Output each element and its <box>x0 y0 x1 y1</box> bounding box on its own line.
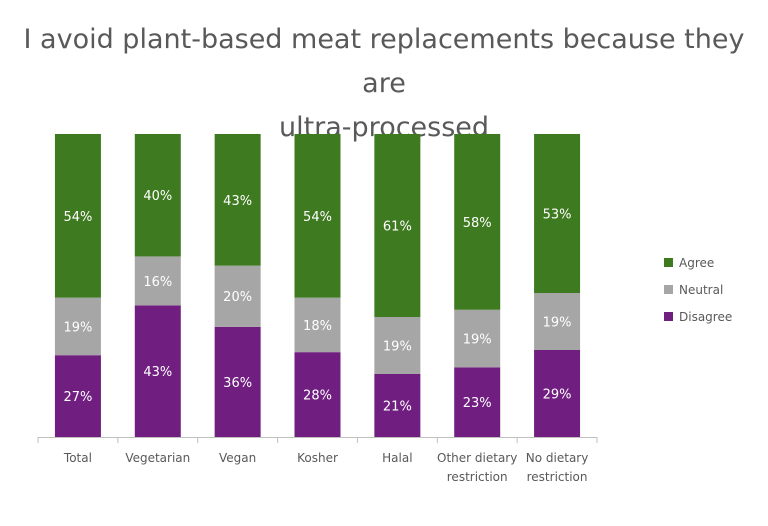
data-label-disagree-6: 23% <box>463 396 492 411</box>
legend-item-agree: Agree <box>664 249 732 276</box>
chart-title-line-1: I avoid plant-based meat replacements be… <box>23 24 745 99</box>
x-tick-label-4: Kosher <box>297 451 338 465</box>
legend-label-agree: Agree <box>679 255 715 270</box>
bar-neutral-4 <box>294 297 341 353</box>
data-label-neutral-7: 19% <box>543 316 572 331</box>
data-label-disagree-4: 28% <box>303 389 332 404</box>
data-label-agree-5: 61% <box>383 220 412 235</box>
data-label-disagree-1: 27% <box>63 390 92 405</box>
bar-agree-4 <box>294 134 341 298</box>
data-label-disagree-2: 43% <box>143 365 172 380</box>
bar-agree-1 <box>54 134 101 298</box>
x-tick-label-3: Vegan <box>219 451 256 465</box>
data-label-neutral-2: 16% <box>143 275 172 290</box>
legend-swatch-neutral <box>664 285 673 294</box>
data-label-disagree-7: 29% <box>543 388 572 403</box>
x-tick-label-6-line-1: Other dietary <box>437 451 517 465</box>
data-label-agree-3: 43% <box>223 194 252 209</box>
data-label-agree-2: 40% <box>143 189 172 204</box>
data-label-disagree-3: 36% <box>223 376 252 391</box>
bar-disagree-3 <box>214 326 261 437</box>
chart-title: I avoid plant-based meat replacements be… <box>0 18 768 150</box>
bar-agree-2 <box>134 134 181 257</box>
legend-swatch-disagree <box>664 312 673 321</box>
legend-label-disagree: Disagree <box>679 309 733 324</box>
bar-neutral-7 <box>534 293 581 350</box>
data-label-neutral-5: 19% <box>383 340 412 355</box>
bar-agree-5 <box>374 134 421 317</box>
data-label-neutral-4: 18% <box>303 319 332 334</box>
x-tick-label-7-line-2: restriction <box>527 470 588 484</box>
bar-disagree-1 <box>54 355 101 437</box>
bar-agree-3 <box>214 134 261 266</box>
data-label-disagree-5: 21% <box>383 400 412 415</box>
bar-agree-7 <box>534 134 581 293</box>
bar-neutral-1 <box>54 297 101 356</box>
legend-item-neutral: Neutral <box>664 276 732 303</box>
data-label-neutral-3: 20% <box>223 290 252 305</box>
data-label-agree-6: 58% <box>463 216 492 231</box>
bar-neutral-5 <box>374 317 421 374</box>
data-label-neutral-6: 19% <box>463 333 492 348</box>
data-label-agree-7: 53% <box>543 208 572 223</box>
bar-neutral-3 <box>214 265 261 327</box>
legend-swatch-agree <box>664 258 673 267</box>
x-tick-label-5: Halal <box>382 451 412 465</box>
data-label-agree-1: 54% <box>63 210 92 225</box>
bar-neutral-2 <box>134 256 181 306</box>
legend-item-disagree: Disagree <box>664 303 732 330</box>
data-label-neutral-1: 19% <box>63 320 92 335</box>
x-tick-label-1: Total <box>63 451 92 465</box>
x-tick-label-7-line-1: No dietary <box>526 451 589 465</box>
bar-disagree-2 <box>134 305 181 437</box>
bar-disagree-5 <box>374 374 421 437</box>
bar-disagree-7 <box>534 350 581 437</box>
bar-agree-6 <box>454 134 501 310</box>
x-tick-label-6-line-2: restriction <box>447 470 508 484</box>
data-label-agree-4: 54% <box>303 210 332 225</box>
legend-label-neutral: Neutral <box>679 282 724 297</box>
bar-disagree-4 <box>294 352 341 437</box>
bar-neutral-6 <box>454 309 501 368</box>
chart-legend: Agree Neutral Disagree <box>664 249 732 330</box>
bar-disagree-6 <box>454 367 501 437</box>
x-tick-label-2: Vegetarian <box>125 451 190 465</box>
